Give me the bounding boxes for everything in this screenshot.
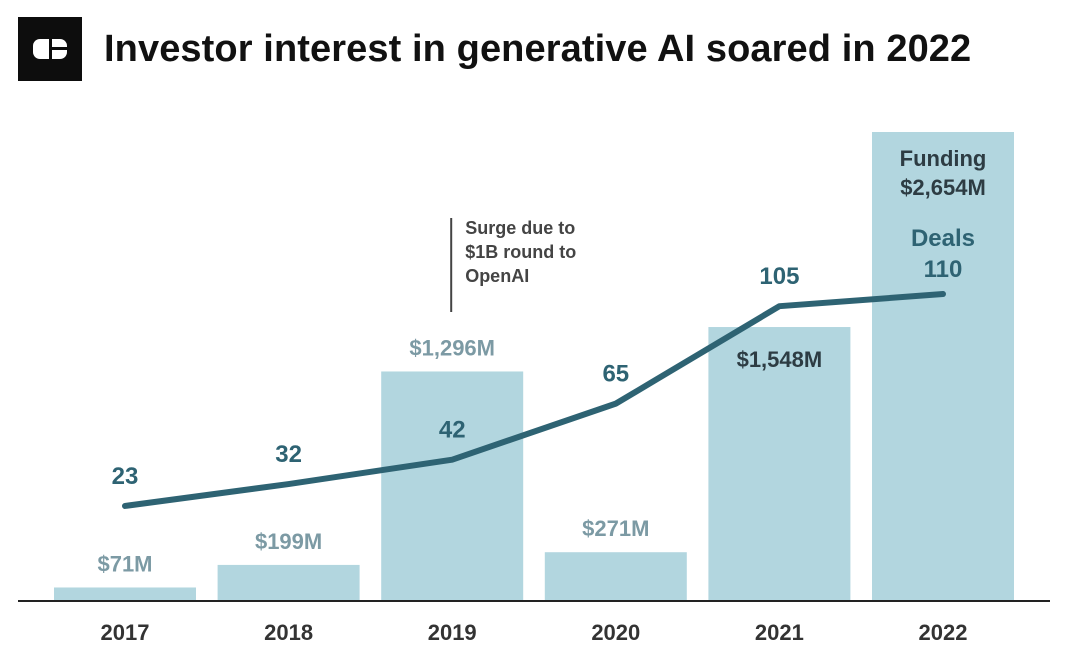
chart-title: Investor interest in generative AI soare… [104,28,972,70]
x-tick-label-2021: 2021 [755,620,804,645]
annotation-text-line-2: $1B round to [465,242,576,262]
funding-label-2021: $1,548M [737,347,823,372]
funding-label-2020: $271M [582,516,649,541]
funding-label-2022: $2,654M [900,175,986,200]
funding-label-2017: $71M [97,551,152,576]
x-tick-label-2017: 2017 [101,620,150,645]
annotation-text-line-1: Surge due to [465,218,575,238]
deals-legend-title: Deals [911,225,975,252]
funding-label-2019: $1,296M [409,335,495,360]
funding-label-2018: $199M [255,529,322,554]
deals-label-2017: 23 [112,463,139,490]
x-tick-label-2020: 2020 [591,620,640,645]
funding-bar-2017 [54,587,196,600]
publisher-logo-icon [18,17,82,81]
funding-bar-2020 [544,552,687,600]
annotation-text-line-3: OpenAI [465,266,529,286]
x-tick-label-2018: 2018 [264,620,313,645]
deals-line [122,291,946,509]
deals-label-2020: 65 [602,361,629,388]
deals-label-2021: 105 [759,263,799,290]
funding-bar-2021 [708,327,851,600]
x-tick-label-2019: 2019 [428,620,477,645]
funding-bar-2019 [381,371,524,600]
funding-bar-2022 [872,132,1014,600]
x-tick-label-2022: 2022 [919,620,968,645]
funding-legend-title: Funding [900,146,987,171]
deals-label-2018: 32 [275,441,302,468]
funding-bar-2018 [217,564,360,600]
deals-label-2022: 110 [924,256,963,283]
deals-label-2019: 42 [439,417,466,444]
